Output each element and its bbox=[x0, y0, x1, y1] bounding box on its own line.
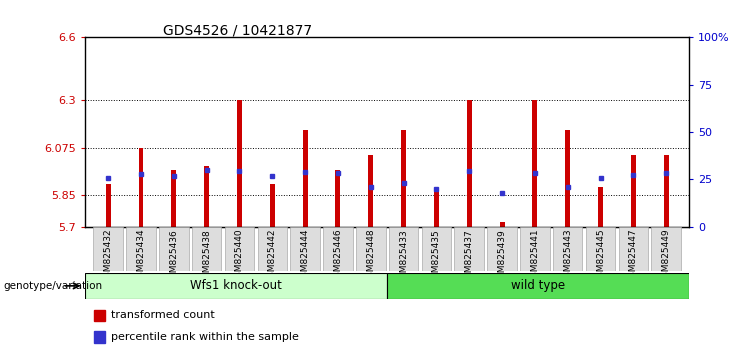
Bar bbox=[237, 100, 242, 227]
Text: GSM825445: GSM825445 bbox=[596, 229, 605, 284]
FancyBboxPatch shape bbox=[93, 227, 123, 271]
Text: GSM825437: GSM825437 bbox=[465, 229, 473, 284]
Bar bbox=[434, 191, 439, 227]
FancyBboxPatch shape bbox=[553, 227, 582, 271]
Text: GSM825435: GSM825435 bbox=[432, 229, 441, 284]
FancyBboxPatch shape bbox=[520, 227, 550, 271]
Bar bbox=[532, 100, 537, 227]
FancyBboxPatch shape bbox=[619, 227, 648, 271]
Bar bbox=[94, 309, 105, 321]
Text: genotype/variation: genotype/variation bbox=[4, 281, 103, 291]
Text: GSM825432: GSM825432 bbox=[104, 229, 113, 284]
Bar bbox=[94, 331, 105, 343]
Text: GSM825436: GSM825436 bbox=[170, 229, 179, 284]
FancyBboxPatch shape bbox=[422, 227, 451, 271]
Bar bbox=[467, 100, 472, 227]
FancyBboxPatch shape bbox=[225, 227, 254, 271]
Bar bbox=[106, 184, 110, 227]
Text: GSM825444: GSM825444 bbox=[301, 229, 310, 283]
FancyBboxPatch shape bbox=[126, 227, 156, 271]
Text: GSM825447: GSM825447 bbox=[629, 229, 638, 284]
Text: GSM825434: GSM825434 bbox=[136, 229, 145, 284]
Bar bbox=[565, 130, 570, 227]
Text: percentile rank within the sample: percentile rank within the sample bbox=[110, 332, 299, 342]
Text: GSM825441: GSM825441 bbox=[531, 229, 539, 284]
Text: transformed count: transformed count bbox=[110, 310, 214, 320]
FancyBboxPatch shape bbox=[85, 273, 388, 299]
FancyBboxPatch shape bbox=[192, 227, 222, 271]
Text: GSM825439: GSM825439 bbox=[497, 229, 507, 284]
Bar bbox=[336, 170, 340, 227]
Bar bbox=[631, 155, 636, 227]
Text: GSM825438: GSM825438 bbox=[202, 229, 211, 284]
FancyBboxPatch shape bbox=[323, 227, 353, 271]
FancyBboxPatch shape bbox=[159, 227, 189, 271]
Bar bbox=[598, 187, 603, 227]
FancyBboxPatch shape bbox=[585, 227, 615, 271]
FancyBboxPatch shape bbox=[651, 227, 681, 271]
FancyBboxPatch shape bbox=[488, 227, 516, 271]
FancyBboxPatch shape bbox=[258, 227, 287, 271]
Bar bbox=[368, 155, 373, 227]
Text: GSM825442: GSM825442 bbox=[268, 229, 277, 283]
FancyBboxPatch shape bbox=[290, 227, 320, 271]
Text: GSM825433: GSM825433 bbox=[399, 229, 408, 284]
Text: GSM825446: GSM825446 bbox=[333, 229, 342, 284]
Text: GDS4526 / 10421877: GDS4526 / 10421877 bbox=[163, 23, 312, 37]
Text: GSM825449: GSM825449 bbox=[662, 229, 671, 284]
FancyBboxPatch shape bbox=[356, 227, 385, 271]
Text: Wfs1 knock-out: Wfs1 knock-out bbox=[190, 279, 282, 292]
FancyBboxPatch shape bbox=[389, 227, 419, 271]
Bar bbox=[401, 130, 406, 227]
FancyBboxPatch shape bbox=[454, 227, 484, 271]
Text: GSM825440: GSM825440 bbox=[235, 229, 244, 284]
Bar bbox=[171, 170, 176, 227]
Bar bbox=[499, 222, 505, 227]
Text: GSM825448: GSM825448 bbox=[366, 229, 375, 284]
FancyBboxPatch shape bbox=[388, 273, 689, 299]
Bar bbox=[270, 184, 275, 227]
Bar bbox=[302, 130, 308, 227]
Bar bbox=[139, 148, 144, 227]
Bar bbox=[205, 166, 209, 227]
Text: GSM825443: GSM825443 bbox=[563, 229, 572, 284]
Text: wild type: wild type bbox=[511, 279, 565, 292]
Bar bbox=[664, 155, 668, 227]
